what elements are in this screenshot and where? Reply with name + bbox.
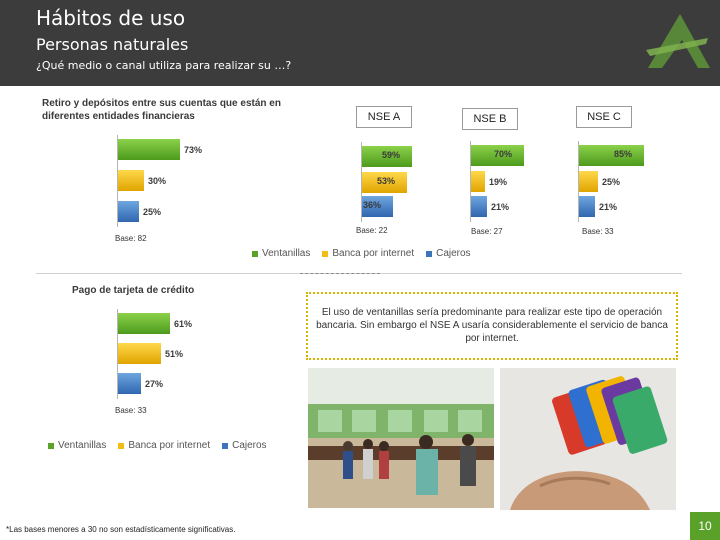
legend-item-cajeros: Cajeros: [426, 248, 471, 259]
slide-subtitle: Personas naturales: [36, 35, 189, 54]
base-label-nse-c: Base: 33: [582, 227, 614, 236]
bar-value-label: 36%: [363, 200, 382, 210]
chart-axis: [578, 141, 579, 222]
bar-ventanillas: [579, 145, 644, 166]
bar-banca-internet: [362, 172, 407, 193]
nse-c-label: NSE C: [576, 106, 632, 128]
bar-banca-internet: [118, 170, 144, 191]
chart-axis: [117, 135, 118, 227]
bar-ventanillas: [471, 145, 524, 166]
bar-cajeros: [362, 196, 393, 217]
bar-value-label: 53%: [377, 176, 396, 186]
base-label-nse-a: Base: 22: [356, 226, 388, 235]
base-label-total: Base: 82: [115, 234, 147, 243]
bar-value-label: 21%: [491, 202, 510, 212]
slide-question: ¿Qué medio o canal utiliza para realizar…: [36, 59, 292, 72]
nse-a-label: NSE A: [356, 106, 412, 128]
bar-value-label: 27%: [145, 379, 164, 389]
insight-note: El uso de ventanillas sería predominante…: [306, 292, 678, 360]
bar-value-label: 70%: [494, 149, 513, 159]
bar-value-label: 59%: [382, 150, 401, 160]
bar-value-label: 19%: [489, 177, 508, 187]
credit-cards-photo: [500, 368, 676, 510]
bar-value-label: 61%: [174, 319, 193, 329]
bar-banca-internet: [579, 171, 598, 192]
section-divider-dashed: [300, 273, 380, 274]
bar-value-label: 30%: [148, 176, 167, 186]
footnote: *Las bases menores a 30 no son estadísti…: [6, 525, 236, 534]
bar-value-label: 85%: [614, 149, 633, 159]
bar-cajeros: [118, 373, 141, 394]
legend-bottom: Ventanillas Banca por internet Cajeros: [48, 440, 279, 451]
bar-value-label: 51%: [165, 349, 184, 359]
insight-note-text: El uso de ventanillas sería predominante…: [316, 307, 668, 344]
chart-title-pago-tarjeta: Pago de tarjeta de crédito: [72, 285, 195, 296]
legend-item-cajeros: Cajeros: [222, 440, 267, 451]
bar-value-label: 25%: [602, 177, 621, 187]
bank-branch-photo: [308, 368, 494, 508]
chart-title-retiros: Retiro y depósitos entre sus cuentas que…: [42, 98, 281, 122]
legend-item-ventanillas: Ventanillas: [252, 248, 310, 259]
bar-ventanillas: [118, 139, 180, 160]
bar-ventanillas: [362, 146, 412, 167]
base-label-nse-b: Base: 27: [471, 227, 503, 236]
legend-item-banca: Banca por internet: [322, 248, 414, 259]
bar-banca-internet: [118, 343, 161, 364]
bar-banca-internet: [471, 171, 485, 192]
bar-cajeros: [579, 196, 595, 217]
chart-axis: [470, 141, 471, 222]
company-logo-icon: [646, 14, 710, 68]
legend-item-ventanillas: Ventanillas: [48, 440, 106, 451]
bar-ventanillas: [118, 313, 170, 334]
bar-value-label: 21%: [599, 202, 618, 212]
legend-item-banca: Banca por internet: [118, 440, 210, 451]
page-number: 10: [690, 512, 720, 540]
header-bar: Hábitos de uso Personas naturales ¿Qué m…: [0, 0, 720, 86]
base-label-pago: Base: 33: [115, 406, 147, 415]
chart-axis: [361, 142, 362, 222]
bar-value-label: 73%: [184, 145, 203, 155]
chart-axis: [117, 309, 118, 399]
bar-value-label: 25%: [143, 207, 162, 217]
bar-cajeros: [118, 201, 139, 222]
nse-b-label: NSE B: [462, 108, 518, 130]
slide-title: Hábitos de uso: [36, 6, 186, 30]
bar-cajeros: [471, 196, 487, 217]
legend-top: Ventanillas Banca por internet Cajeros: [252, 248, 483, 259]
